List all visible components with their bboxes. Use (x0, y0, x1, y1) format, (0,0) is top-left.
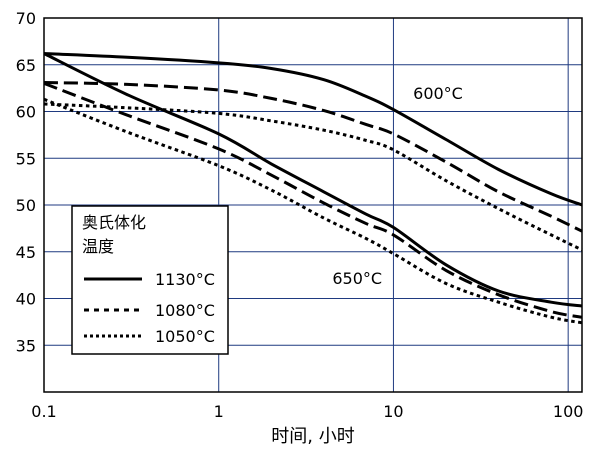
series-line-3 (43, 52, 583, 308)
y-tick-label: 50 (16, 196, 36, 215)
series-line-1 (43, 81, 583, 233)
legend-label-1130: 1130°C (155, 270, 215, 289)
series-line-5 (43, 97, 583, 325)
series-line-0 (43, 52, 583, 207)
y-tick-label: 65 (16, 56, 36, 75)
tick-labels: 35 40 45 50 55 60 65 70 0.1 1 10 100 (16, 9, 584, 421)
x-axis-title: 时间, 小时 (271, 426, 354, 447)
annotation-650c: 650°C (332, 269, 382, 288)
series-line-4 (43, 81, 583, 319)
legend-title-line2: 温度 (82, 237, 114, 256)
legend-title-line1: 奥氏体化 (82, 213, 146, 232)
legend: 奥氏体化 温度 1130°C 1080°C 1050°C (71, 205, 229, 355)
x-tick-label: 10 (383, 402, 403, 421)
series-lines (43, 52, 583, 325)
plot-frame (43, 17, 583, 393)
y-tick-label: 40 (16, 290, 36, 309)
y-tick-label: 55 (16, 149, 36, 168)
y-tick-label: 45 (16, 243, 36, 262)
y-tick-label: 35 (16, 336, 36, 355)
x-tick-label: 100 (553, 402, 584, 421)
annotation-600c: 600°C (413, 84, 463, 103)
legend-label-1050: 1050°C (155, 327, 215, 346)
y-tick-label: 60 (16, 103, 36, 122)
legend-label-1080: 1080°C (155, 301, 215, 320)
x-tick-label: 1 (214, 402, 224, 421)
x-tick-label: 0.1 (31, 402, 56, 421)
y-tick-label: 70 (16, 9, 36, 28)
